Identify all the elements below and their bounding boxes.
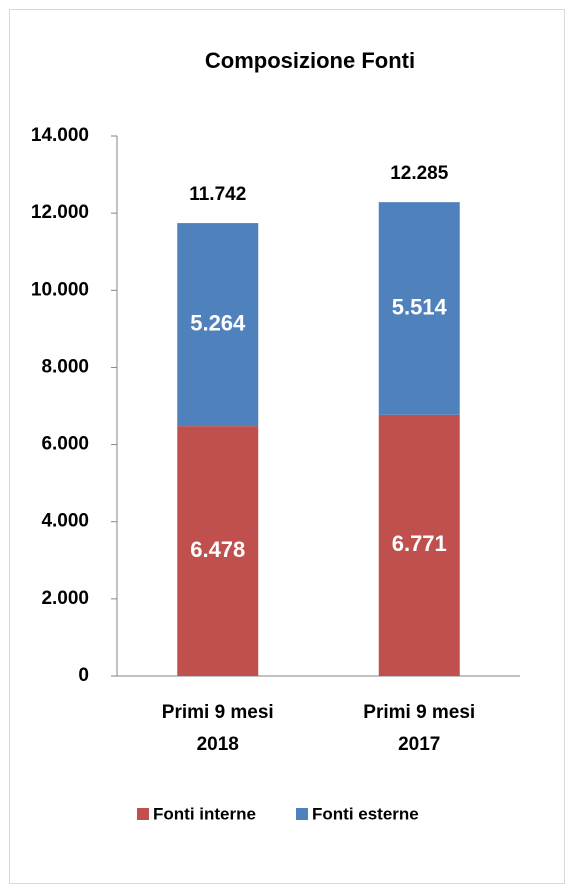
data-label: 5.264 (190, 310, 246, 335)
y-tick-label: 2.000 (41, 588, 89, 609)
legend-label: Fonti interne (153, 804, 256, 823)
y-tick-label: 14.000 (31, 125, 89, 146)
total-label: 12.285 (390, 163, 449, 184)
data-label: 5.514 (392, 294, 448, 319)
chart-title: Composizione Fonti (205, 48, 415, 73)
x-tick-label: Primi 9 mesi 2017 (363, 702, 475, 755)
data-label: 6.771 (392, 531, 447, 556)
legend-swatch (296, 808, 308, 820)
y-tick-label: 4.000 (41, 511, 89, 532)
x-tick-label: Primi 9 mesi 2018 (162, 702, 274, 755)
bar-segment (378, 414, 460, 676)
legend-swatch (137, 808, 149, 820)
y-tick-label: 8.000 (41, 356, 89, 377)
total-label: 11.742 (189, 184, 246, 205)
bar-segment (378, 202, 460, 415)
y-tick-label: 6.000 (41, 434, 89, 455)
bar-segment (177, 223, 259, 427)
y-tick-label: 0 (78, 665, 89, 686)
y-tick-label: 10.000 (31, 279, 89, 300)
data-label: 6.478 (190, 537, 245, 562)
bar-segment (177, 426, 259, 676)
legend-label: Fonti esterne (312, 804, 419, 823)
chart-border (9, 9, 565, 884)
y-tick-label: 12.000 (31, 202, 89, 223)
